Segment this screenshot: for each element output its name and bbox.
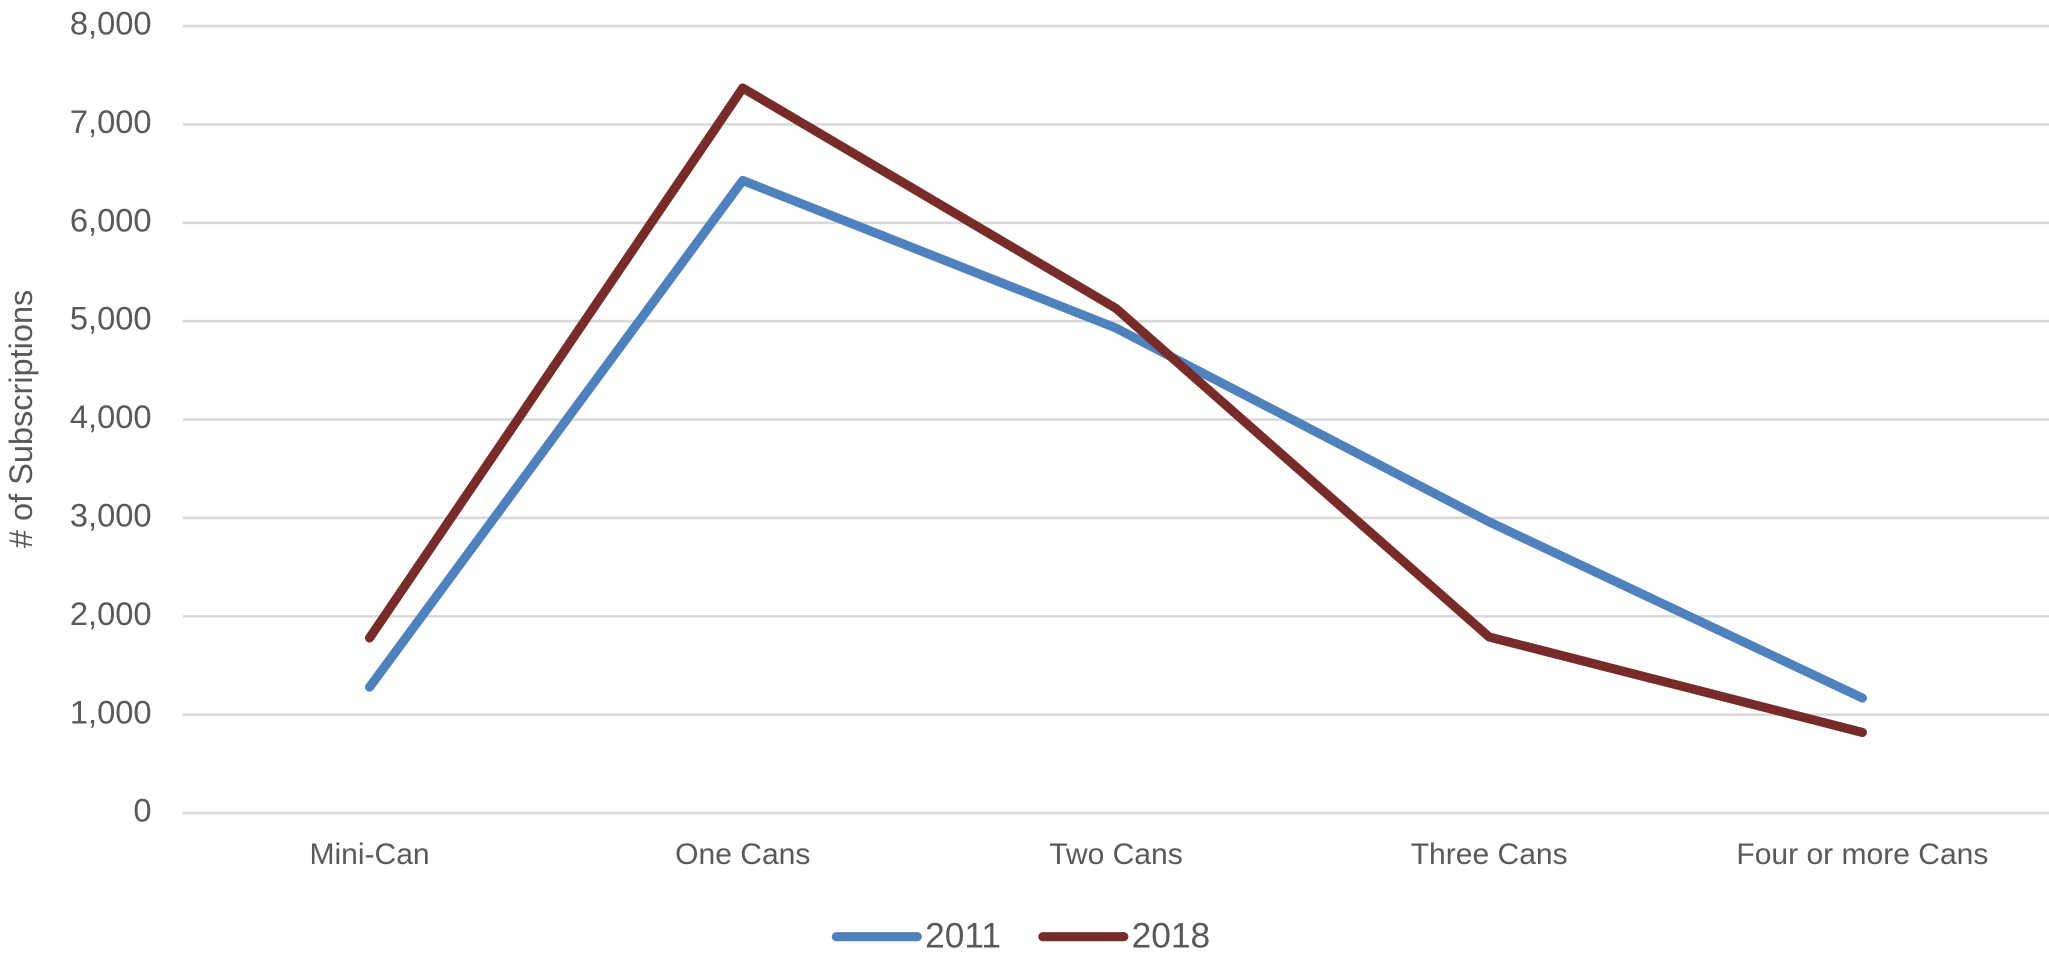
y-tick-label: 2,000	[70, 595, 152, 632]
y-tick-label: 8,000	[70, 5, 152, 42]
legend-label: 2011	[925, 916, 1001, 955]
x-tick-label: Three Cans	[1411, 838, 1568, 871]
y-tick-label: 5,000	[70, 300, 152, 337]
y-tick-label: 0	[133, 792, 151, 829]
x-tick-label: Mini-Can	[309, 838, 429, 871]
series-line	[364, 175, 1867, 703]
legend-label: 2018	[1132, 916, 1210, 955]
y-tick-label: 1,000	[70, 693, 152, 730]
y-tick-label: 3,000	[70, 497, 152, 534]
x-tick-label: Two Cans	[1049, 838, 1183, 871]
x-tick-label: One Cans	[675, 838, 810, 871]
y-tick-label: 7,000	[70, 103, 152, 140]
x-tick-label: Four or more Cans	[1736, 838, 1988, 871]
series-line	[364, 83, 1867, 737]
y-tick-label: 4,000	[70, 398, 152, 435]
y-axis-label: # of Subscriptions	[2, 290, 39, 548]
y-tick-label: 6,000	[70, 201, 152, 238]
